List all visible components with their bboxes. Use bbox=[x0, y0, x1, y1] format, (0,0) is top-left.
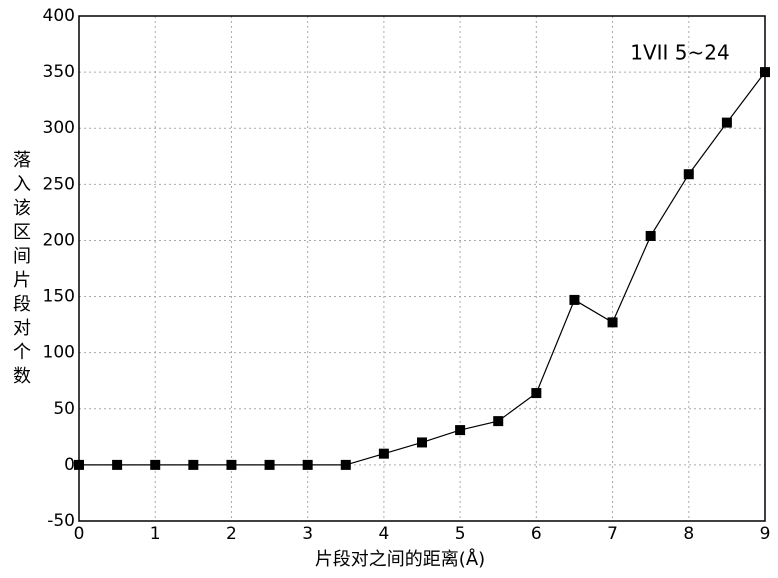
data-point bbox=[341, 460, 351, 470]
y-tick-label: 100 bbox=[43, 343, 75, 363]
x-tick-label: 1 bbox=[150, 524, 161, 544]
x-tick-label: 4 bbox=[378, 524, 389, 544]
data-point bbox=[226, 460, 236, 470]
y-tick-label: 300 bbox=[43, 118, 75, 138]
data-line bbox=[79, 72, 765, 465]
data-point bbox=[150, 460, 160, 470]
data-point bbox=[493, 416, 503, 426]
x-tick-label: 5 bbox=[455, 524, 466, 544]
data-point bbox=[74, 460, 84, 470]
data-point bbox=[608, 317, 618, 327]
y-tick-label: -50 bbox=[47, 511, 75, 531]
chart: 1VII 5~24 落入该区间片段对个数 片段对之间的距离(Å) -500501… bbox=[0, 0, 778, 578]
x-tick-label: 0 bbox=[74, 524, 85, 544]
data-point bbox=[265, 460, 275, 470]
y-tick-label: 0 bbox=[64, 455, 75, 475]
y-tick-label: 150 bbox=[43, 287, 75, 307]
y-tick-label: 200 bbox=[43, 230, 75, 250]
x-tick-label: 3 bbox=[302, 524, 313, 544]
x-axis-label: 片段对之间的距离(Å) bbox=[315, 548, 485, 570]
y-tick-label: 350 bbox=[43, 62, 75, 82]
data-point bbox=[455, 425, 465, 435]
data-point bbox=[112, 460, 122, 470]
annotation: 1VII 5~24 bbox=[630, 41, 730, 65]
x-tick-label: 8 bbox=[683, 524, 694, 544]
y-axis-label: 落入该区间片段对个数 bbox=[10, 150, 31, 390]
data-point bbox=[684, 169, 694, 179]
y-tick-label: 250 bbox=[43, 174, 75, 194]
data-point bbox=[417, 437, 427, 447]
data-point bbox=[646, 231, 656, 241]
data-point bbox=[379, 449, 389, 459]
data-point bbox=[722, 118, 732, 128]
x-tick-label: 2 bbox=[226, 524, 237, 544]
y-tick-label: 400 bbox=[43, 6, 75, 26]
x-tick-label: 7 bbox=[607, 524, 618, 544]
data-point bbox=[188, 460, 198, 470]
data-point bbox=[303, 460, 313, 470]
y-tick-label: 50 bbox=[53, 399, 75, 419]
data-point bbox=[569, 295, 579, 305]
x-tick-label: 9 bbox=[760, 524, 771, 544]
x-tick-label: 6 bbox=[531, 524, 542, 544]
data-point bbox=[531, 388, 541, 398]
data-point bbox=[760, 67, 770, 77]
